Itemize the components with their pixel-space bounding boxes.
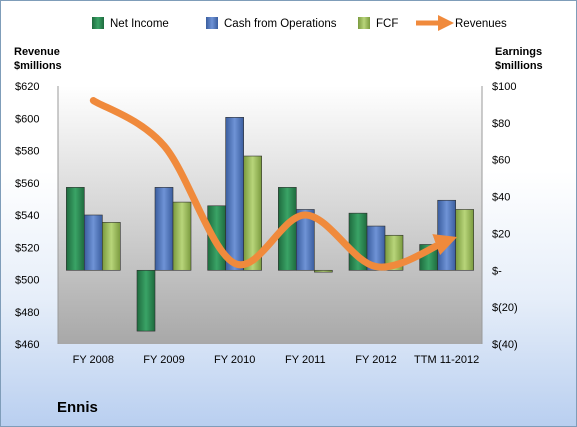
left-tick-label: $480 bbox=[15, 307, 39, 319]
legend-swatch-net-income bbox=[92, 17, 104, 29]
bar-cash-from-operations bbox=[154, 187, 174, 271]
legend-label-fcf: FCF bbox=[376, 18, 398, 30]
right-tick-label: $40 bbox=[492, 192, 510, 204]
left-tick-label: $580 bbox=[15, 146, 39, 158]
bar-cash-from-operations bbox=[225, 117, 244, 271]
left-tick-label: $620 bbox=[15, 81, 39, 93]
left-axis-title-line1: Revenue bbox=[14, 46, 60, 58]
plot-area bbox=[58, 86, 482, 344]
left-tick-label: $560 bbox=[15, 178, 39, 190]
right-tick-label: $60 bbox=[492, 155, 510, 167]
left-tick-label: $540 bbox=[15, 210, 39, 222]
company-name: Ennis bbox=[57, 399, 98, 416]
right-tick-label: $80 bbox=[492, 118, 510, 130]
legend-swatch-cash-from-operations bbox=[206, 17, 218, 29]
left-tick-label: $460 bbox=[15, 339, 39, 351]
bar-cash-from-operations bbox=[437, 199, 456, 271]
bar-fcf bbox=[455, 209, 474, 271]
right-tick-label: $100 bbox=[492, 81, 516, 93]
category-label: FY 2012 bbox=[355, 354, 396, 366]
left-tick-label: $520 bbox=[15, 242, 39, 254]
right-tick-label: $20 bbox=[492, 228, 510, 240]
left-tick-label: $600 bbox=[15, 113, 39, 125]
legend: Net Income Cash from Operations FCF Reve… bbox=[92, 14, 507, 32]
bar-fcf bbox=[172, 201, 192, 271]
category-label: FY 2011 bbox=[285, 354, 326, 366]
legend-label-cash-from-operations: Cash from Operations bbox=[224, 18, 337, 30]
legend-label-net-income: Net Income bbox=[110, 18, 169, 30]
left-tick-label: $500 bbox=[15, 275, 39, 287]
bar-fcf bbox=[243, 155, 262, 271]
right-tick-label: $- bbox=[492, 265, 502, 277]
category-label: FY 2009 bbox=[143, 354, 184, 366]
right-tick-label: $(20) bbox=[492, 302, 518, 314]
right-axis-title-line1: Earnings bbox=[495, 46, 542, 58]
category-label: FY 2010 bbox=[214, 354, 255, 366]
category-label: TTM 11-2012 bbox=[414, 354, 479, 366]
legend-label-revenues: Revenues bbox=[455, 18, 507, 30]
bar-net-income bbox=[66, 187, 85, 271]
revenues-line bbox=[89, 97, 458, 271]
right-axis-title-line2: $millions bbox=[495, 60, 543, 72]
bar-fcf bbox=[314, 269, 333, 273]
bar-fcf bbox=[102, 222, 121, 271]
bar-cash-from-operations bbox=[84, 214, 103, 271]
left-axis-title-line2: $millions bbox=[14, 60, 62, 72]
category-label: FY 2008 bbox=[73, 354, 114, 366]
legend-swatch-fcf bbox=[358, 17, 370, 29]
bar-cash-from-operations bbox=[296, 209, 315, 271]
bar-net-income bbox=[136, 269, 156, 332]
right-tick-label: $(40) bbox=[492, 339, 518, 351]
